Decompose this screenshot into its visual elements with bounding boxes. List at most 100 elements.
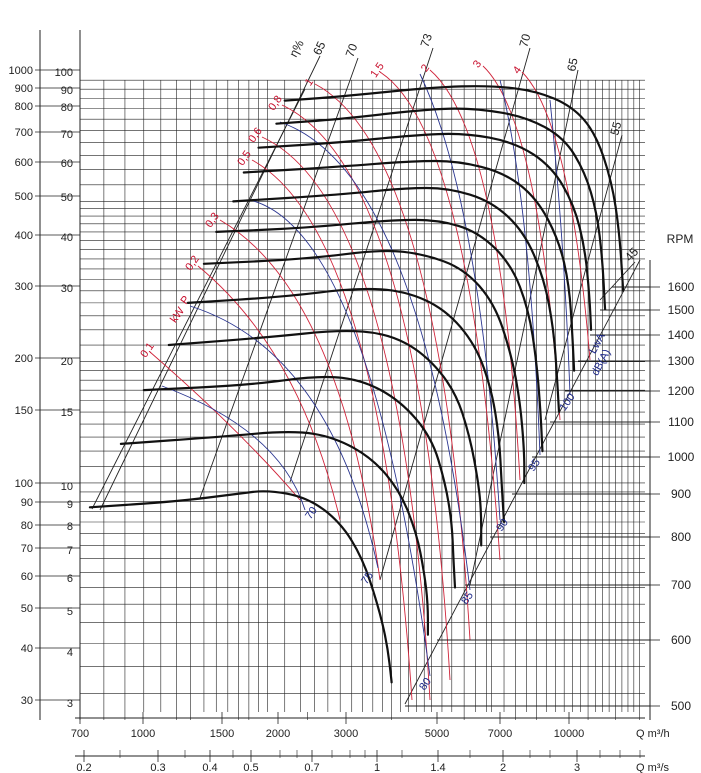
rpm-curve-1300 [242,159,576,372]
mm-tick-label: 5 [67,606,73,618]
rpm-curve-600 [119,431,429,636]
qh-tick-label: 7000 [488,728,512,740]
qh-axis-label: Q m³/h [636,728,670,740]
sound-curve [419,73,501,521]
mm-tick-label: 6 [67,573,73,585]
rpm-tick-label: 1400 [668,328,695,342]
rpm-tick-label: 1000 [668,450,695,464]
diagonal-lines [91,47,641,705]
rpm-curve-1100 [215,218,544,453]
power-curve [281,104,451,681]
pa-tick-label: 1000 [9,65,33,77]
rpm-curve-700 [142,375,457,589]
qh-tick-label: 1000 [131,728,155,740]
efficiency-title: η% [286,37,307,59]
power-label: 0,3 [203,211,222,230]
labels: 1000900800700600500400300200150100908070… [9,32,695,773]
pa-tick-label: 30 [21,695,33,707]
sound-curve [549,99,571,396]
efficiency-label: 55 [607,120,624,137]
pa-tick-label: 500 [15,191,33,203]
rpm-curves [88,85,625,684]
mm-tick-label: 90 [61,85,73,97]
qs-tick-label: 2 [500,762,506,773]
efficiency-label: 45 [622,244,642,264]
sound-curve [189,305,379,569]
sound-curve [161,385,306,511]
qs-tick-label: 0.4 [202,762,217,773]
pa-tick-label: 100 [15,478,33,490]
mm-tick-label: 50 [61,192,73,204]
qh-tick-label: 700 [71,728,89,740]
pa-tick-label: 600 [15,157,33,169]
sound-scale-diagonal [404,259,641,705]
mm-tick-label: 10 [61,481,73,493]
qh-tick-label: 1500 [210,728,234,740]
qh-tick-label: 5000 [425,728,449,740]
qh-tick-label: 3000 [334,728,358,740]
mm-tick-label: 60 [61,158,73,170]
mm-tick-label: 4 [67,647,73,659]
rpm-curve-800 [167,329,483,547]
pa-tick-label: 80 [21,520,33,532]
efficiency-label: 65 [564,56,581,72]
power-label: 1,5 [368,61,387,80]
mm-tick-label: 3 [67,698,73,710]
efficiency-label: 73 [418,32,436,49]
rpm-curve-1400 [257,132,593,331]
rpm-curve-500 [88,490,393,684]
efficiency-line [544,134,623,421]
power-curve [197,265,341,521]
qs-tick-label: 1.4 [430,762,445,773]
efficiency-label: 65 [310,39,329,57]
power-label: 0,5 [235,149,254,168]
sound-curve [279,121,471,591]
rpm-curve-1000 [202,249,526,485]
sound-label: 95 [526,457,543,474]
efficiency-line [199,57,359,499]
rpm-tick-label: 1300 [668,354,695,368]
mm-tick-label: 100 [55,67,73,79]
power-curve [379,71,501,561]
rpm-curve-1200 [232,186,561,414]
rpm-tick-label: 900 [671,487,691,501]
sound-label: 80 [417,676,434,693]
mm-tick-label: 15 [61,407,73,419]
power-title-kw: kW [168,305,187,325]
mm-tick-label: 30 [61,283,73,295]
pa-tick-label: 400 [15,230,33,242]
power-label: 0,1 [138,341,157,360]
mm-tick-label: 9 [67,499,73,511]
rpm-tick-label: 800 [671,530,691,544]
sound-label: 70 [303,505,320,522]
power-label: 2 [419,62,432,74]
pa-tick-label: 700 [15,127,33,139]
rpm-tick-label: 1100 [668,415,694,429]
mm-tick-label: 7 [67,545,73,557]
left-boundary-diagonal [91,88,306,510]
pa-tick-label: 70 [21,543,33,555]
power-curve [261,136,431,701]
pa-tick-label: 300 [15,281,33,293]
rpm-curve-1600 [283,85,625,292]
rpm-curve-900 [186,287,506,524]
sound-label: 75 [359,570,376,587]
rpm-tick-label: 700 [671,578,691,592]
rpm-axis-title: RPM [667,232,694,246]
power-label: 4 [511,64,524,76]
rpm-tick-label: 1500 [668,303,695,317]
efficiency-line [469,69,579,586]
qs-tick-label: 0.5 [243,762,258,773]
pa-tick-label: 60 [21,571,33,583]
power-label: 1 [303,76,316,88]
rpm-curve-1500 [275,107,607,311]
axes [35,30,660,762]
mm-tick-label: 80 [61,102,73,114]
power-curve [521,71,591,361]
pa-tick-label: 200 [15,353,33,365]
rpm-tick-label: 1600 [668,280,695,294]
efficiency-line [289,47,434,483]
mm-tick-label: 40 [61,232,73,244]
qh-tick-label: 10000 [554,728,585,740]
